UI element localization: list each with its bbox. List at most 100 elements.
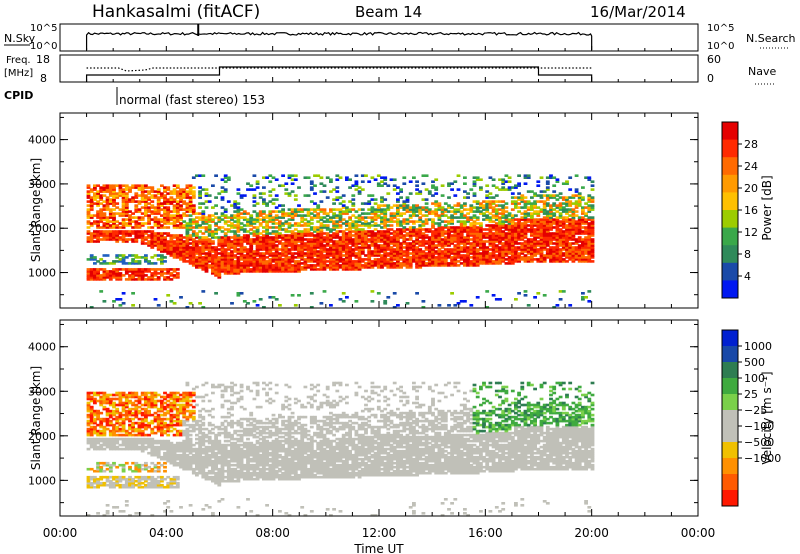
heatmap-cell	[399, 206, 403, 209]
heatmap-cell	[443, 214, 448, 217]
heatmap-cell	[424, 240, 429, 243]
heatmap-cell	[536, 222, 541, 225]
heatmap-cell	[150, 256, 155, 259]
heatmap-cell	[172, 206, 177, 209]
heatmap-cell	[338, 196, 343, 199]
heatmap-cell	[536, 260, 541, 263]
heatmap-cell	[530, 218, 534, 221]
heatmap-cell	[357, 264, 362, 267]
heatmap-cell	[115, 439, 120, 443]
heatmap-cell	[284, 228, 289, 231]
heatmap-cell	[144, 254, 148, 257]
heatmap-cell	[549, 234, 553, 237]
heatmap-cell	[539, 222, 544, 225]
heatmap-cell	[463, 248, 467, 251]
heatmap-cell	[172, 192, 177, 195]
heatmap-cell	[134, 236, 139, 239]
heatmap-cell	[565, 200, 569, 203]
heatmap-cell	[211, 250, 215, 253]
heatmap-cell	[188, 184, 193, 187]
heatmap-cell	[201, 240, 206, 243]
heatmap-cell	[370, 230, 375, 233]
heatmap-cell	[370, 194, 375, 197]
heatmap-cell	[191, 206, 196, 209]
heatmap-cell	[568, 224, 573, 227]
heatmap-cell	[96, 194, 100, 197]
heatmap-cell	[169, 252, 174, 255]
heatmap-cell	[364, 232, 368, 235]
heatmap-cell	[102, 232, 107, 235]
heatmap-cell	[297, 224, 301, 227]
heatmap-cell	[258, 256, 263, 259]
heatmap-cell	[265, 260, 269, 263]
heatmap-cell	[293, 236, 298, 239]
heatmap-cell	[246, 264, 250, 267]
heatmap-cell	[160, 246, 164, 249]
heatmap-cell	[185, 234, 190, 237]
heatmap-cell	[581, 216, 585, 219]
heatmap-cell	[150, 204, 155, 207]
heatmap-cell	[246, 250, 250, 253]
heatmap-cell	[539, 234, 544, 237]
heatmap-cell	[526, 228, 531, 231]
heatmap-cell	[517, 248, 521, 251]
heatmap-cell	[140, 240, 145, 243]
heatmap-cell	[466, 236, 470, 239]
heatmap-cell	[380, 204, 384, 207]
heatmap-cell	[584, 256, 588, 259]
heatmap-cell	[191, 218, 196, 221]
heatmap-cell	[364, 224, 368, 227]
heatmap-cell	[415, 262, 419, 265]
heatmap-cell	[507, 214, 512, 217]
heatmap-cell	[99, 262, 104, 265]
heatmap-cell	[405, 252, 410, 255]
heatmap-cell	[278, 268, 282, 271]
heatmap-cell	[447, 236, 451, 239]
heatmap-cell	[185, 238, 190, 241]
heatmap-cell	[214, 270, 218, 273]
heatmap-cell	[121, 238, 126, 241]
heatmap-cell	[300, 250, 305, 253]
heatmap-cell	[545, 240, 550, 243]
heatmap-cell	[587, 250, 592, 253]
heatmap-cell	[99, 439, 104, 443]
heatmap-cell	[322, 220, 327, 223]
heatmap-cell	[102, 433, 107, 437]
heatmap-cell	[179, 188, 183, 191]
heatmap-cell	[265, 222, 269, 225]
heatmap-cell	[341, 248, 346, 251]
heatmap-cell	[498, 204, 502, 207]
heatmap-cell	[507, 244, 512, 247]
heatmap-cell	[156, 226, 161, 229]
heatmap-cell	[223, 234, 228, 237]
heatmap-cell	[121, 469, 126, 473]
heatmap-cell	[479, 242, 483, 245]
heatmap-cell	[217, 218, 222, 221]
heatmap-cell	[121, 222, 126, 225]
heatmap-cell	[134, 194, 139, 197]
heatmap-cell	[160, 204, 164, 207]
heatmap-cell	[494, 250, 499, 253]
heatmap-cell	[93, 240, 97, 243]
heatmap-cell	[131, 304, 135, 307]
heatmap-cell	[182, 208, 187, 211]
heatmap-cell	[316, 264, 321, 267]
heatmap-cell	[396, 228, 400, 231]
heatmap-cell	[571, 224, 576, 227]
heatmap-cell	[472, 260, 477, 263]
heatmap-cell	[399, 212, 403, 215]
heatmap-cell	[96, 236, 100, 239]
heatmap-cell	[526, 224, 531, 227]
heatmap-cell	[338, 298, 343, 301]
heatmap-cell	[262, 238, 266, 241]
heatmap-cell	[121, 463, 126, 467]
heatmap-cell	[539, 230, 544, 233]
heatmap-cell	[140, 184, 145, 187]
heatmap-cell	[357, 248, 362, 251]
heatmap-cell	[198, 224, 202, 227]
heatmap-cell	[507, 260, 512, 263]
heatmap-cell	[367, 244, 372, 247]
heatmap-cell	[112, 463, 116, 467]
heatmap-cell	[329, 260, 333, 263]
heatmap-cell	[191, 250, 196, 253]
